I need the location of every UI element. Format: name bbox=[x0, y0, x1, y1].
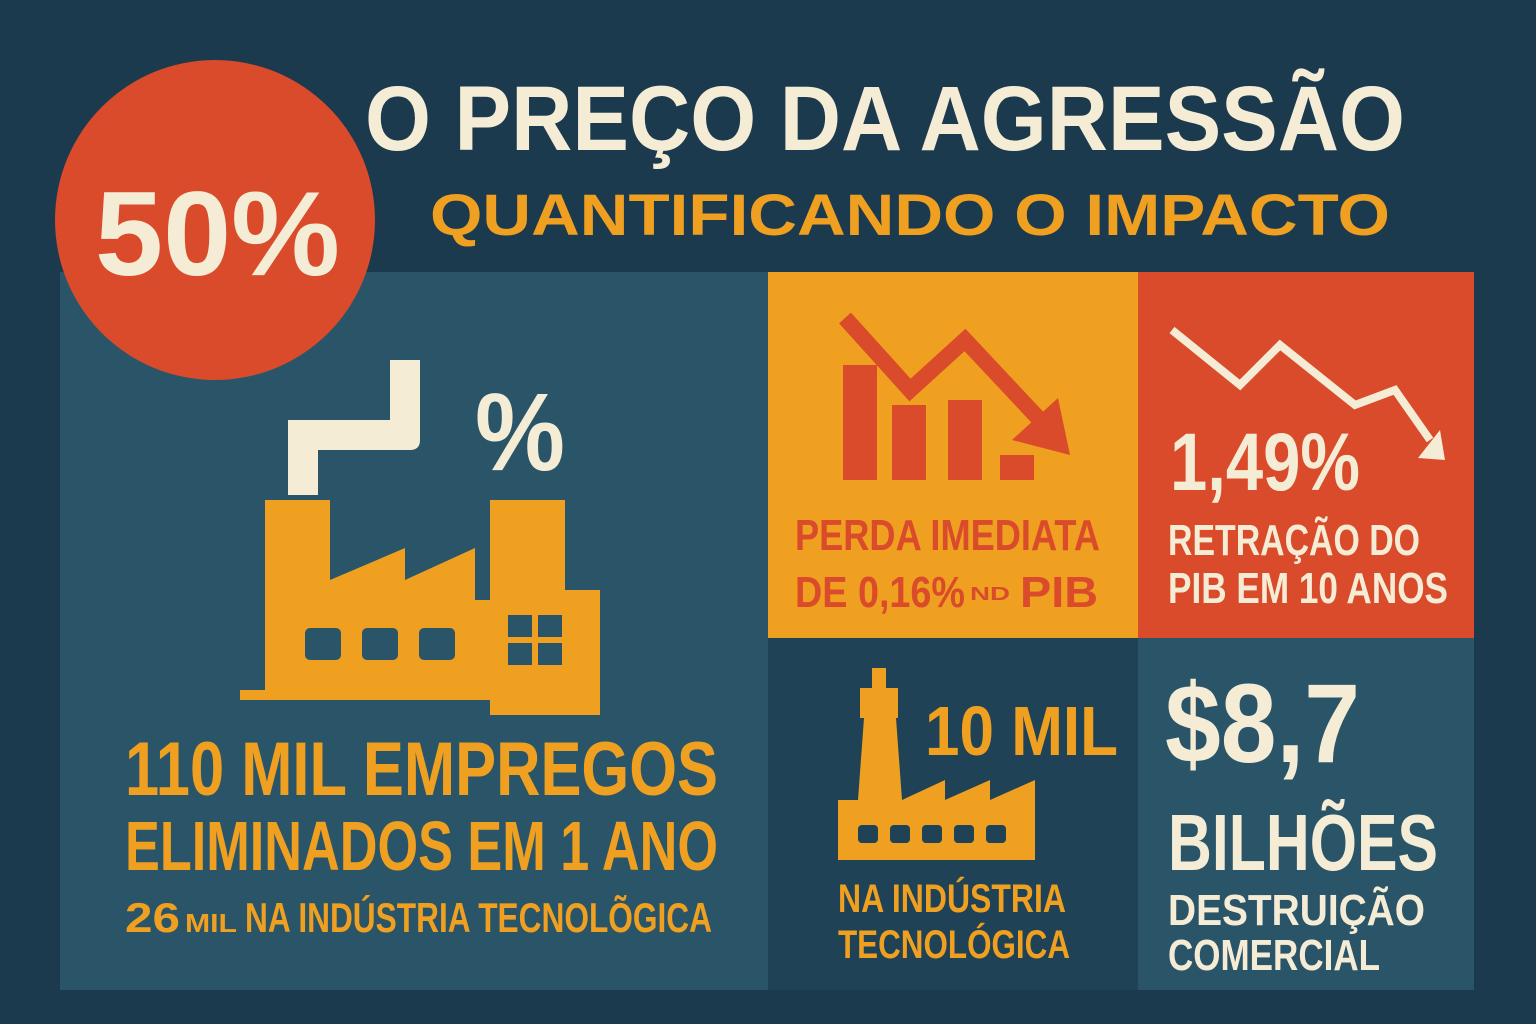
gdp-value: 1,49% bbox=[1170, 417, 1360, 508]
trade-value: $8,7 bbox=[1165, 661, 1360, 786]
trade-text: DESTRUIÇÃO bbox=[1168, 885, 1425, 935]
gdp-text: RETRAÇÃO DO bbox=[1168, 515, 1420, 565]
falling-bars-icon bbox=[839, 312, 1070, 480]
jobs-detail-number: 26 bbox=[125, 894, 180, 941]
loss-superscript: ND bbox=[970, 584, 1010, 604]
jobs-detail-unit: MIL bbox=[185, 908, 237, 938]
tech-text: NA INDÚSTRIA bbox=[838, 875, 1066, 921]
jobs-headline: ELIMINADOS EM 1 ANO bbox=[125, 807, 718, 885]
declining-line-icon bbox=[1169, 326, 1445, 460]
badge-circle bbox=[55, 60, 375, 380]
gdp-panel bbox=[1138, 272, 1474, 638]
tech-text: TECNOLÓGICA bbox=[838, 921, 1070, 967]
jobs-detail-text: NA INDÚSTRIA TECNOLÕGICA bbox=[245, 893, 712, 941]
factory-icon bbox=[240, 360, 600, 715]
loss-text: PERDA IMEDIATA bbox=[795, 511, 1100, 560]
icon-label: % bbox=[475, 371, 565, 494]
trade-unit: BILHÕES bbox=[1168, 798, 1438, 887]
subtitle: QUANTIFICANDO O IMPACTO bbox=[430, 183, 1390, 248]
tech-value: 10 MIL bbox=[925, 692, 1118, 770]
loss-text: DE 0,16% bbox=[795, 568, 965, 617]
loss-text: PIB bbox=[1020, 568, 1098, 617]
small-factory-icon bbox=[838, 668, 1035, 860]
gdp-text: PIB EM 10 ANOS bbox=[1168, 564, 1448, 613]
trade-panel bbox=[1138, 638, 1474, 990]
jobs-headline: 110 MIL EMPREGOS bbox=[125, 727, 718, 812]
trade-text: COMERCIAL bbox=[1168, 931, 1380, 980]
badge-text: 50% bbox=[95, 167, 340, 301]
title: O PREÇO DA AGRESSÃO bbox=[365, 67, 1405, 170]
